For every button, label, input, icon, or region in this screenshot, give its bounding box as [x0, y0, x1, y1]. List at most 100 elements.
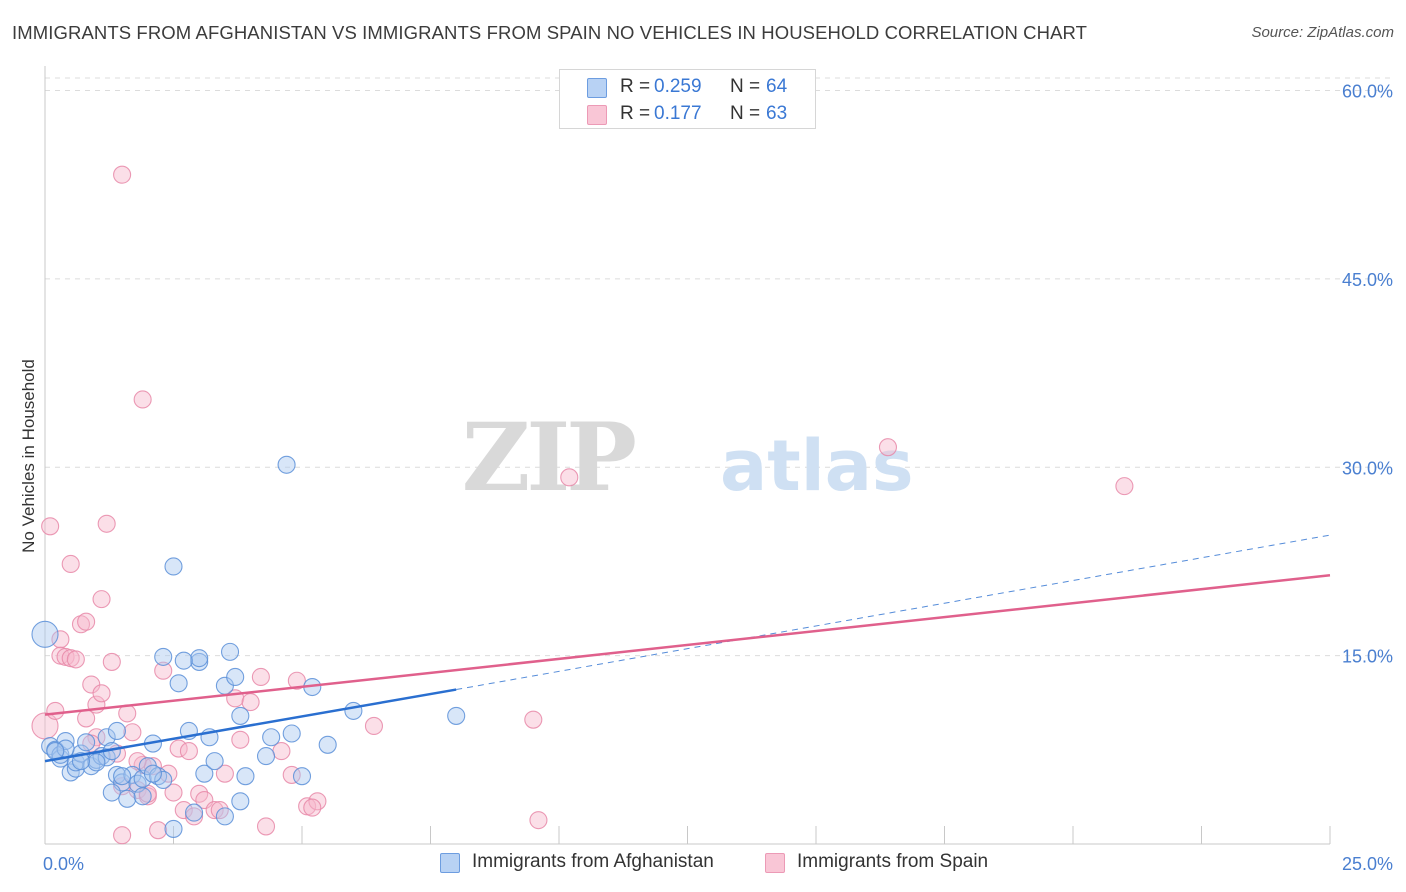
spain-point [169, 739, 188, 758]
spain-point [174, 801, 193, 820]
spain-point [878, 438, 898, 457]
watermark-atlas: atlas [720, 425, 914, 507]
spain-point [185, 807, 204, 826]
spain-point [1115, 477, 1134, 496]
afghanistan-trend-line [44, 688, 457, 763]
legend-r-label: R = [620, 103, 651, 124]
afghanistan-point [231, 792, 250, 811]
x-tick-label: 0.0% [43, 854, 84, 874]
afghanistan-point [133, 787, 152, 806]
afghanistan-point [292, 767, 312, 786]
y-tick-label: 30.0% [1342, 458, 1393, 478]
afghanistan-point [256, 747, 276, 766]
spain-point [128, 752, 147, 771]
legend-row-afghanistan: R = 0.259 N = 64 [560, 76, 815, 100]
gridlines [45, 77, 1392, 657]
watermark-zip: ZIP [462, 403, 636, 513]
legend-n-label: N = [730, 76, 761, 97]
afghanistan-point [282, 724, 301, 743]
spain-point [66, 650, 85, 669]
y-tick-label: 45.0% [1342, 270, 1393, 290]
spain-point [256, 817, 276, 836]
spain-point [364, 716, 384, 736]
legend-n-value: 64 [766, 76, 788, 97]
spain-point [231, 730, 250, 749]
spain-point [113, 165, 132, 184]
watermark: ZIP atlas [462, 403, 914, 513]
spain-point [92, 590, 111, 609]
afghanistan-point [164, 819, 183, 838]
afghanistan-point [277, 455, 296, 474]
spain-point [71, 615, 91, 634]
spain-point [179, 742, 198, 761]
afghanistan-point [344, 701, 363, 720]
legend-n-label: N = [730, 103, 761, 124]
afghanistan-point [164, 557, 183, 576]
afghanistan-point [447, 706, 466, 725]
afghanistan-point [102, 783, 121, 802]
bottom-legend-swatch-afghanistan [440, 853, 460, 873]
afghanistan-point [195, 764, 214, 783]
afghanistan-point [87, 753, 106, 772]
spain-point [92, 684, 111, 703]
bottom-legend-label: Immigrants from Spain [797, 851, 989, 872]
spain-point [149, 821, 168, 840]
trend-lines [44, 534, 1331, 763]
afghanistan-point [220, 642, 240, 661]
spain-point [215, 764, 234, 783]
afghanistan-point [318, 735, 337, 754]
spain-point [560, 468, 579, 487]
y-tick-label: 15.0% [1342, 647, 1393, 667]
afghanistan-point [71, 752, 91, 771]
spain-point [524, 710, 543, 729]
legend-row-spain: R = 0.177 N = 63 [560, 103, 815, 127]
spain-point [154, 661, 173, 680]
afghanistan-point [215, 807, 234, 826]
spain-point [46, 701, 65, 720]
bottom-legend-swatch-spain [765, 853, 785, 873]
spain-point [41, 517, 60, 536]
legend-r-value: 0.177 [654, 103, 702, 124]
correlation-legend: R = 0.259 N = 64 R = 0.177 N = 63 [559, 69, 816, 129]
afghanistan-point [205, 752, 224, 771]
y-axis-label: No Vehicles in Household [19, 359, 38, 553]
legend-r-label: R = [620, 76, 651, 97]
spain-point [303, 798, 322, 817]
spain-point [113, 826, 132, 845]
afghanistan-point [185, 803, 204, 822]
afghanistan-point [31, 620, 59, 648]
afghanistan-point [118, 789, 137, 808]
spain-point [77, 612, 96, 631]
afghanistan-point [77, 733, 96, 752]
afghanistan-point [190, 649, 209, 668]
bottom-legend-label: Immigrants from Afghanistan [472, 851, 714, 872]
legend-swatch-spain [587, 105, 607, 125]
afghanistan-point [154, 647, 173, 666]
spain-point [251, 667, 270, 687]
legend-swatch-afghanistan [587, 78, 607, 98]
spain-point [102, 652, 121, 671]
afghanistan-point [46, 742, 65, 761]
afghanistan-point [107, 721, 127, 741]
data-points [31, 165, 1134, 845]
legend-n-value: 63 [766, 103, 788, 124]
afghanistan-point [174, 651, 193, 670]
afghanistan-point [231, 706, 250, 725]
afghanistan-trend-extension [456, 534, 1331, 691]
chart-title: IMMIGRANTS FROM AFGHANISTAN VS IMMIGRANT… [12, 22, 1088, 43]
spain-point [61, 554, 80, 574]
afghanistan-point [226, 667, 245, 687]
afghanistan-point [113, 767, 132, 786]
spain-trend-line [44, 574, 1331, 716]
spain-point [529, 811, 548, 830]
tick-labels: 15.0% 30.0% 45.0% 60.0% 0.0% 25.0% [43, 82, 1393, 874]
spain-point [133, 390, 152, 409]
spain-point [287, 671, 306, 690]
spain-point [97, 514, 116, 533]
spain-point [164, 783, 183, 802]
legend-r-value: 0.259 [654, 76, 702, 97]
afghanistan-point [262, 728, 281, 747]
afghanistan-point [97, 728, 116, 747]
afghanistan-point [169, 674, 188, 693]
